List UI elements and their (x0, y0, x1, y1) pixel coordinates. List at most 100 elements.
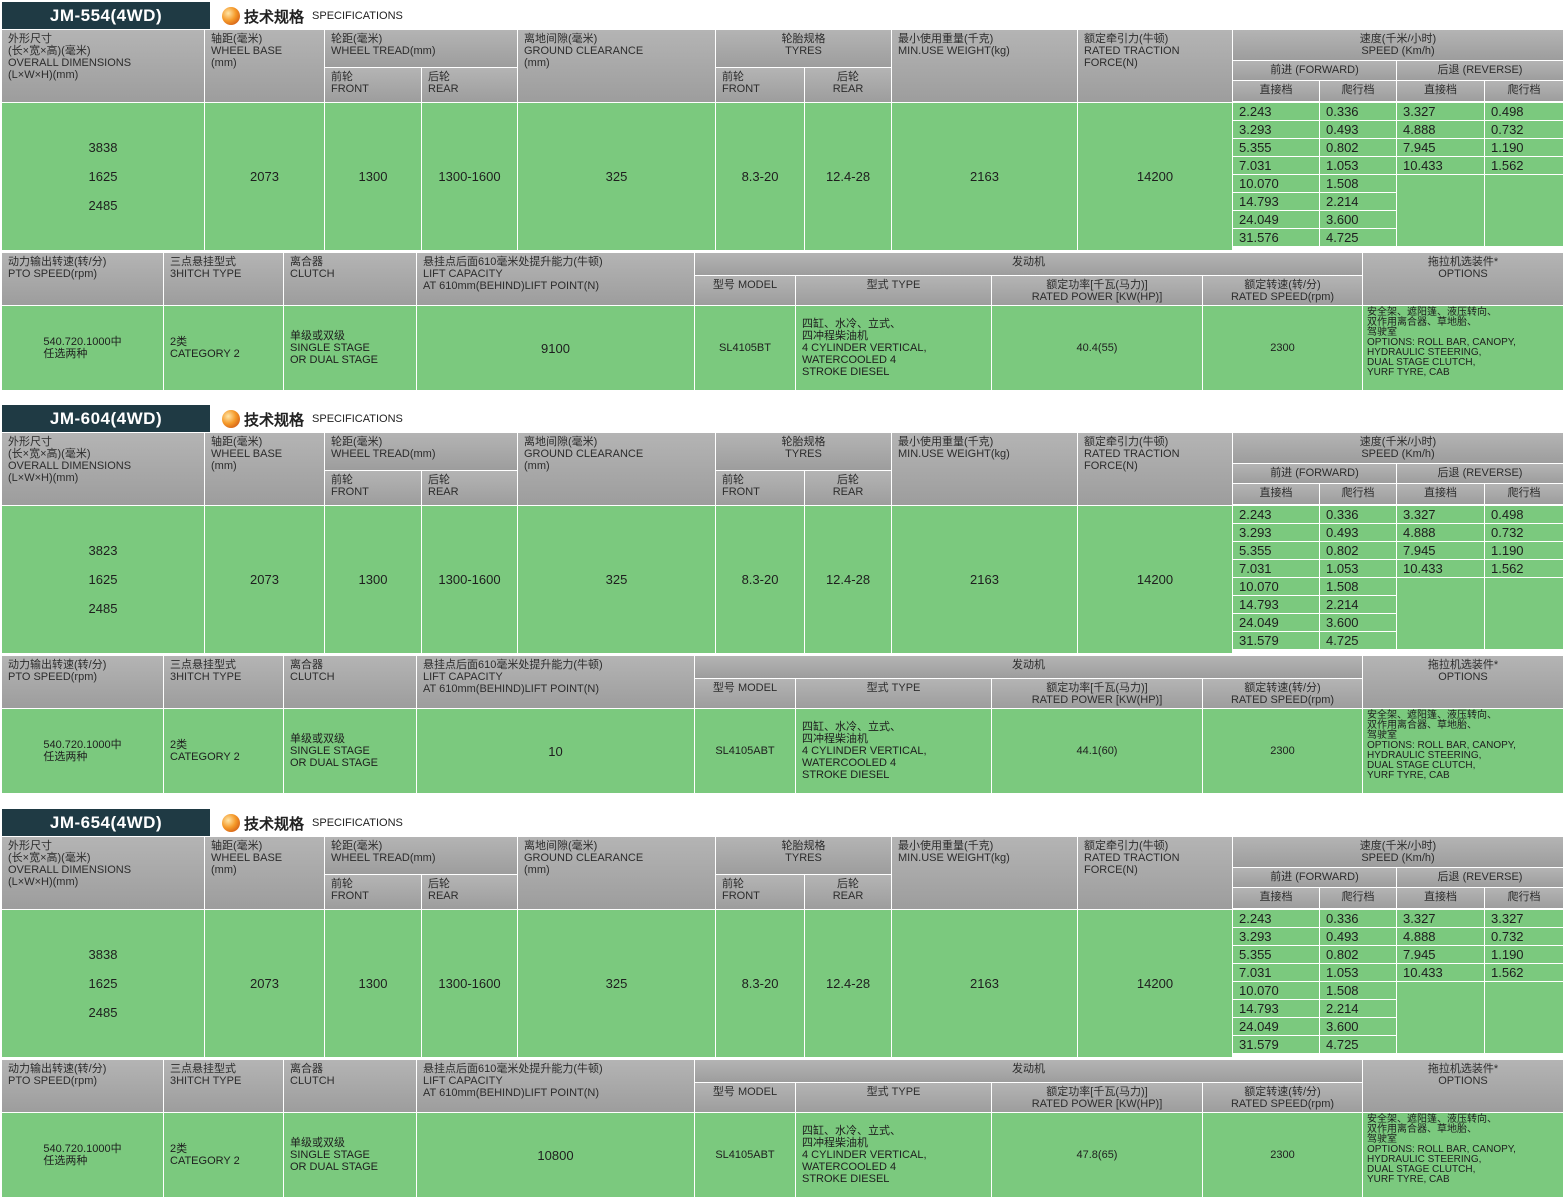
header-tread-front-line: FRONT (331, 83, 369, 95)
options-value: 安全架、遮阳篷、液压转向、 双作用离合器、草地胎、 驾驶室 OPTIONS: ROLL… (1363, 709, 1563, 793)
overall-dimensions-values-line: 2485 (88, 1005, 118, 1020)
clutch-value-line: OR DUAL STAGE (290, 354, 379, 366)
header-options-line: OPTIONS (1438, 268, 1488, 280)
header-clutch-line: 离合器 (290, 256, 323, 268)
header-model: 型号 MODEL (695, 276, 795, 305)
header-traction-line: 额定牵引力(牛顿) (1084, 436, 1169, 448)
header-tyre-front-line: FRONT (722, 83, 760, 95)
header-min-weight-line: MIN.USE WEIGHT(kg) (898, 852, 1010, 864)
options-value-line: OPTIONS: ROLL BAR, CANOPY, (1367, 740, 1516, 751)
header-overall-dimensions: 外形尺寸 (长×宽×高)(毫米) OVERALL DIMENSIONS (L×W×H)… (2, 433, 204, 505)
rated-power-value: 44.1(60) (992, 709, 1202, 793)
header-tyres-line: 轮胎规格 (781, 436, 826, 448)
model-title: JM-654(4WD) (2, 809, 210, 836)
header-rated-power: 额定功率[千瓦(马力)] RATED POWER [KW(HP)] (992, 679, 1202, 708)
header-wheel-base-line: WHEEL BASE (211, 45, 283, 57)
header-clutch: 离合器 CLUTCH (284, 1060, 416, 1112)
header-tyres-line: TYRES (785, 852, 822, 864)
clutch-value-line: OR DUAL STAGE (290, 1161, 379, 1173)
reverse-direct-value: 4.888 (1397, 121, 1484, 138)
rated-speed-value: 2300 (1203, 709, 1362, 793)
header-speed: 速度(千米/小时) SPEED (Km/h) (1233, 837, 1563, 867)
forward-creep-value: 1.508 (1320, 578, 1396, 595)
header-reverse-direct-text: 直接档 (1424, 891, 1457, 903)
header-wheel-tread: 轮距(毫米) WHEEL TREAD(mm) (325, 837, 517, 874)
header-hitch: 三点悬挂型式 3HITCH TYPE (164, 656, 283, 708)
header-overall-dimensions-line: 外形尺寸 (8, 840, 52, 852)
header-rated-power-line: RATED POWER [KW(HP)] (1031, 291, 1163, 303)
wheel-base-value: 2073 (205, 103, 324, 250)
engine-type-value: 四缸、水冷、立式、 四冲程柴油机 4 CYLINDER VERTICAL, WATER… (796, 1113, 991, 1197)
overall-dimensions-values-lines: 3838 1625 2485 (89, 940, 118, 1027)
forward-creep-value: 0.802 (1320, 139, 1396, 156)
header-overall-dimensions-line: (L×W×H)(mm) (8, 876, 79, 888)
forward-direct-value: 7.031 (1233, 157, 1319, 174)
header-speed-line: SPEED (Km/h) (1361, 852, 1435, 864)
engine-type-value-line: 四冲程柴油机 (802, 330, 868, 342)
header-hitch-line: 3HITCH TYPE (170, 671, 242, 683)
reverse-creep-value: 0.732 (1485, 524, 1563, 541)
model-section: JM-604(4WD) 技术规格 SPECIFICATIONS 外形尺寸 (长×宽×高)… (0, 405, 1567, 797)
pto-value-lines: 540.720.1000中 任选两种 (43, 739, 121, 763)
header-reverse-direct: 直接档 (1397, 484, 1484, 504)
header-lift-line: LIFT CAPACITY (423, 671, 503, 683)
header-reverse-direct: 直接档 (1397, 888, 1484, 908)
engine-type-value-line: 四缸、水冷、立式、 (802, 721, 901, 733)
header-tyres-line: TYRES (785, 45, 822, 57)
forward-creep-value: 3.600 (1320, 211, 1396, 228)
rated-power-value: 47.8(65) (992, 1113, 1202, 1197)
clutch-value-lines: 单级或双级 SINGLE STAGE OR DUAL STAGE (290, 1137, 378, 1173)
header-tread-rear-line: REAR (428, 890, 459, 902)
forward-creep-value: 0.493 (1320, 524, 1396, 541)
header-traction-line: 额定牵引力(牛顿) (1084, 33, 1169, 45)
model-section: JM-554(4WD) 技术规格 SPECIFICATIONS 外形尺寸 (长×宽×高)… (0, 2, 1567, 394)
lift-value: 10 (417, 709, 694, 793)
header-reverse-creep: 爬行档 (1485, 81, 1563, 101)
header-pto-line: 动力输出转速(转/分) (8, 659, 107, 671)
engine-model-value: SL4105BT (695, 306, 795, 390)
forward-direct-value: 24.049 (1233, 211, 1319, 228)
forward-direct-value: 24.049 (1233, 1018, 1319, 1035)
overall-dimensions-values-line: 1625 (88, 572, 118, 587)
orb-icon (222, 410, 240, 428)
header-tread-rear: 后轮 REAR (422, 471, 517, 505)
header-options: 拖拉机选装件* OPTIONS (1363, 656, 1563, 708)
forward-creep-value: 0.336 (1320, 910, 1396, 927)
tread-front-value: 1300 (325, 506, 421, 653)
reverse-direct-empty (1397, 175, 1484, 246)
clutch-value-line: OR DUAL STAGE (290, 757, 379, 769)
header-traction-line: FORCE(N) (1084, 864, 1138, 876)
pto-value-line: 540.720.1000中 (43, 336, 122, 348)
header-tyre-front-line: 前轮 (722, 474, 744, 486)
forward-creep-value: 3.600 (1320, 614, 1396, 631)
header-lift-line: AT 610mm(BEHIND)LIFT POINT(N) (423, 1087, 600, 1099)
header-forward-direct-text: 直接档 (1259, 891, 1293, 903)
header-wheel-base-line: 轴距(毫米) (211, 436, 263, 448)
header-tyres-line: 轮胎规格 (781, 840, 826, 852)
forward-direct-value: 5.355 (1233, 139, 1319, 156)
ground-clearance-value: 325 (518, 103, 715, 250)
options-value-line: 双作用离合器、草地胎、 (1367, 317, 1477, 328)
header-min-weight-line: 最小使用重量(千克) (898, 33, 994, 45)
hitch-value-lines: 2类 CATEGORY 2 (170, 1143, 240, 1167)
forward-creep-value: 0.802 (1320, 542, 1396, 559)
ground-clearance-value: 325 (518, 910, 715, 1057)
header-tread-rear-line: 后轮 (428, 878, 450, 890)
hitch-value-lines: 2类 CATEGORY 2 (170, 336, 240, 360)
rated-speed-value: 2300 (1203, 1113, 1362, 1197)
header-tyre-rear-line: 后轮 (837, 878, 859, 890)
header-traction-line: 额定牵引力(牛顿) (1084, 840, 1169, 852)
header-ground-clearance: 离地间隙(毫米) GROUND CLEARANCE (mm) (518, 837, 715, 909)
header-pto-line: PTO SPEED(rpm) (8, 268, 98, 280)
header-hitch-line: 3HITCH TYPE (170, 268, 242, 280)
lift-value: 9100 (417, 306, 694, 390)
header-tread-front: 前轮 FRONT (325, 875, 421, 909)
header-options-line: 拖拉机选装件* (1427, 659, 1499, 671)
tread-rear-value: 1300-1600 (422, 506, 517, 653)
clutch-value: 单级或双级 SINGLE STAGE OR DUAL STAGE (284, 709, 416, 793)
header-min-weight: 最小使用重量(千克) MIN.USE WEIGHT(kg) (892, 30, 1077, 102)
header-hitch-line: 三点悬挂型式 (170, 1063, 236, 1075)
forward-creep-value: 1.053 (1320, 157, 1396, 174)
header-overall-dimensions-line: (长×宽×高)(毫米) (8, 852, 91, 864)
clutch-value-line: SINGLE STAGE (290, 745, 370, 757)
